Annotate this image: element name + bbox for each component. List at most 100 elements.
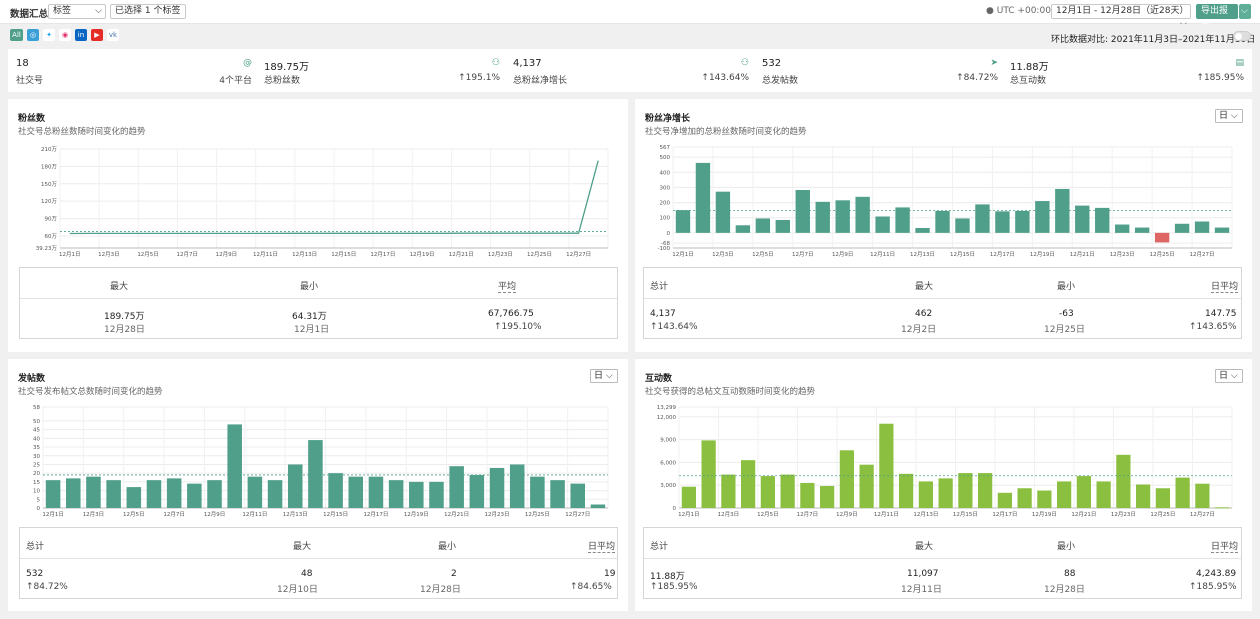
growth-stats-table: 总计 最大 最小 日平均 4,137 462 -63 147.75 ↑143.6… xyxy=(643,267,1242,339)
x-tick-label: 12月1日 xyxy=(42,511,64,518)
stat-header: 平均 xyxy=(498,279,517,293)
kpi-value: 4,137 xyxy=(513,58,542,69)
bar xyxy=(227,424,242,508)
y-tick-label: 0 xyxy=(673,506,677,512)
linkedin-icon[interactable]: in xyxy=(75,29,87,41)
tag-select[interactable]: 标签 ⌵ xyxy=(48,4,106,19)
kpi-label: 总粉丝数 xyxy=(264,76,301,86)
stat-date: 12月28日 xyxy=(420,585,461,595)
bar xyxy=(1175,477,1190,508)
stat-change: ↑143.64% xyxy=(650,322,698,332)
bar xyxy=(918,481,933,508)
bar xyxy=(1076,476,1091,508)
x-tick-label: 12月25日 xyxy=(525,511,550,518)
chevron-down-icon: ⌵ xyxy=(1230,111,1238,121)
panel-title: 发帖数 xyxy=(18,374,46,384)
x-tick-label: 12月13日 xyxy=(292,251,317,258)
bar xyxy=(958,473,973,508)
period-select[interactable]: 日 ⌵ xyxy=(1215,109,1243,123)
bar xyxy=(755,218,771,233)
timezone[interactable]: ● UTC +00:00 xyxy=(986,6,1051,16)
bar xyxy=(1154,232,1170,243)
x-tick-label: 12月19日 xyxy=(1032,511,1057,518)
x-tick-label: 12月15日 xyxy=(331,251,356,258)
compare-toggle[interactable] xyxy=(1233,31,1251,41)
x-tick-label: 12月27日 xyxy=(1190,251,1215,258)
y-tick-label: 0 xyxy=(667,231,671,237)
bar xyxy=(449,466,464,508)
stat-value: 4,137 xyxy=(650,309,676,319)
fans-stats-table: 最大 最小 平均 189.75万 64.31万 67,766.75 12月28日… xyxy=(19,267,618,339)
x-tick-label: 12月21日 xyxy=(444,511,469,518)
bar xyxy=(1215,507,1230,509)
vk-icon[interactable]: vk xyxy=(107,29,119,41)
date-range-picker[interactable]: 12月1日 - 12月28日（近28天）⌵ xyxy=(1051,4,1191,29)
engagement-panel: 互动数 社交号获得的总帖文互动数随时间变化的趋势 日 ⌵ 0 3,000 6,000… xyxy=(635,359,1252,611)
bar xyxy=(247,476,263,508)
export-dropdown-button[interactable]: ⌵ xyxy=(1239,4,1251,19)
period-select[interactable]: 日 ⌵ xyxy=(590,369,618,383)
all-filter-button[interactable]: All xyxy=(10,29,23,41)
bar xyxy=(146,480,162,508)
period-label: 日 xyxy=(1219,111,1229,121)
bar xyxy=(1017,488,1032,508)
stat-value: -63 xyxy=(1059,309,1074,319)
x-tick-label: 12月23日 xyxy=(1111,511,1136,518)
x-tick-label: 12月15日 xyxy=(950,251,975,258)
period-select[interactable]: 日 ⌵ xyxy=(1215,369,1243,383)
y-tick-label: 6,000 xyxy=(660,460,676,466)
y-tick-label: 5 xyxy=(37,497,41,503)
user-icon: ⚇ xyxy=(740,58,749,68)
toggle-knob xyxy=(1235,33,1242,40)
stat-date: 12月28日 xyxy=(1044,585,1085,595)
y-tick-label: 12,000 xyxy=(657,415,677,421)
x-tick-label: 12月21日 xyxy=(1071,511,1096,518)
tag-chosen-select[interactable]: 已选择 1 个标签 xyxy=(110,4,186,19)
x-tick-label: 12月19日 xyxy=(410,251,435,258)
y-tick-label: -100 xyxy=(658,246,671,252)
bar xyxy=(975,204,990,233)
bar xyxy=(715,191,731,233)
kpi-platforms: 4个平台 xyxy=(219,76,252,86)
instagram-alt-icon[interactable]: ◉ xyxy=(59,29,71,41)
bar xyxy=(997,492,1012,508)
y-tick-label: -68 xyxy=(661,241,670,247)
x-tick-label: 12月13日 xyxy=(913,511,938,518)
bar xyxy=(915,228,930,233)
bar xyxy=(955,218,970,233)
twitter-icon[interactable]: ✦ xyxy=(43,29,55,41)
youtube-icon[interactable]: ▶ xyxy=(91,29,103,41)
y-tick-label: 40 xyxy=(33,436,40,442)
panel-subtitle: 社交号净增加的总粉丝数随时间变化的趋势 xyxy=(645,127,807,137)
y-tick-label: 120万 xyxy=(41,198,57,205)
top-bar: 数据汇总 标签 ⌵ 已选择 1 个标签 ● UTC +00:00 12月1日 - … xyxy=(0,0,1260,31)
kpi-engagement: 11.88万 ▤ 总互动数 ↑185.95% xyxy=(1010,49,1244,92)
kpi-fans: 189.75万 ⚇ 总粉丝数 ↑195.1% xyxy=(264,49,500,92)
export-report-button[interactable]: 导出报告 xyxy=(1196,4,1238,31)
stat-value: 48 xyxy=(301,569,313,579)
instagram-icon[interactable]: ◎ xyxy=(27,29,39,41)
bar xyxy=(590,504,606,508)
stat-date: 12月25日 xyxy=(1044,325,1085,335)
bar xyxy=(820,485,835,508)
bar xyxy=(348,476,364,508)
bar xyxy=(1174,223,1190,233)
stat-value: 147.75 xyxy=(1205,309,1237,319)
bar xyxy=(126,487,142,508)
stat-date: 12月28日 xyxy=(104,325,145,335)
stat-change: ↑143.65% xyxy=(1189,322,1237,332)
bar xyxy=(1096,481,1111,508)
kpi-value: 532 xyxy=(762,58,782,69)
bar xyxy=(1095,207,1110,233)
x-tick-label: 12月1日 xyxy=(678,511,700,518)
x-tick-label: 12月3日 xyxy=(718,511,740,518)
x-tick-label: 12月5日 xyxy=(757,511,779,518)
chevron-down-icon: ⌵ xyxy=(95,6,102,16)
bar xyxy=(995,211,1010,233)
compare-label: 环比数据对比: 2021年11月3日–2021年11月30日 xyxy=(1051,35,1256,45)
kpi-value: 11.88万 xyxy=(1010,62,1049,73)
x-tick-label: 12月3日 xyxy=(712,251,734,258)
bar xyxy=(899,473,914,508)
stat-change: ↑84.65% xyxy=(570,582,612,592)
help-icon: ● xyxy=(986,6,994,16)
